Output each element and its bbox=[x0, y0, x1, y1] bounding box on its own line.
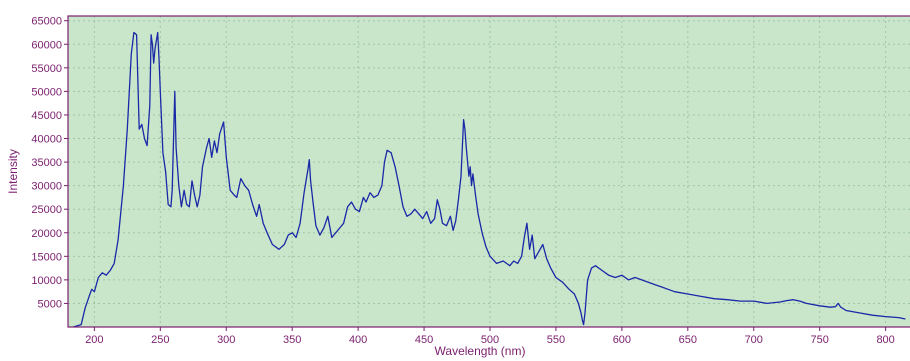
x-tick-label: 700 bbox=[745, 334, 763, 346]
x-tick-label: 300 bbox=[217, 334, 235, 346]
x-tick-label: 650 bbox=[679, 334, 697, 346]
y-tick-label: 10000 bbox=[31, 275, 62, 287]
series-layer bbox=[73, 31, 906, 328]
y-tick-label: 20000 bbox=[31, 228, 62, 240]
x-tick-label: 500 bbox=[481, 334, 499, 346]
y-tick-label: 15000 bbox=[31, 251, 62, 263]
y-tick-label: 30000 bbox=[31, 181, 62, 193]
y-tick-label: 25000 bbox=[31, 204, 62, 216]
x-tick-label: 400 bbox=[349, 334, 367, 346]
y-tick-label: 50000 bbox=[31, 86, 62, 98]
x-tick-label: 550 bbox=[547, 334, 565, 346]
x-tick-label: 800 bbox=[876, 334, 894, 346]
y-tick-label: 35000 bbox=[31, 157, 62, 169]
x-tick-label: 350 bbox=[283, 334, 301, 346]
y-tick-label: 60000 bbox=[31, 39, 62, 51]
x-axis-label: Wavelength (nm) bbox=[435, 344, 526, 358]
x-tick-label: 750 bbox=[811, 334, 829, 346]
y-tick-label: 5000 bbox=[38, 298, 62, 310]
y-tick-label: 65000 bbox=[31, 16, 62, 28]
y-axis-label: Intensity bbox=[6, 149, 20, 194]
y-tick-label: 55000 bbox=[31, 63, 62, 75]
x-tick-label: 200 bbox=[85, 334, 103, 346]
x-axis-ticks: 200 250 300 350 400 450 500 550 600 650 700 750 800 bbox=[85, 327, 895, 346]
y-tick-label: 45000 bbox=[31, 110, 62, 122]
y-axis-ticks: 5000 10000 15000 20000 25000 30000 35000 40000 4… bbox=[31, 16, 68, 310]
x-tick-label: 450 bbox=[415, 334, 433, 346]
y-tick-label: 40000 bbox=[31, 134, 62, 146]
series-line-0 bbox=[73, 31, 906, 328]
x-tick-label: 250 bbox=[151, 334, 169, 346]
x-tick-label: 600 bbox=[613, 334, 631, 346]
